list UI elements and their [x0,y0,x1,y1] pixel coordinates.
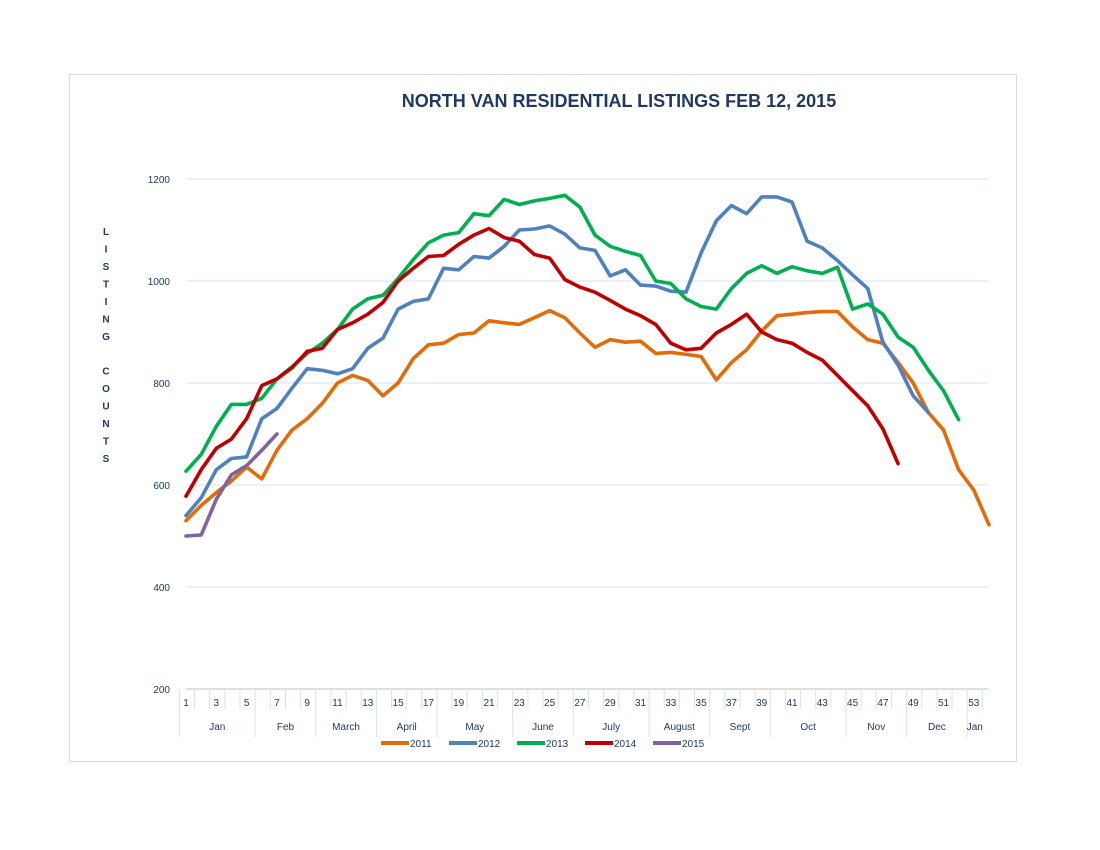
month-label: June [532,722,554,733]
y-axis-label-letter: C [102,367,109,378]
x-tick-label: 23 [514,698,526,709]
month-label: Jan [209,722,225,733]
y-axis-label-letter: S [103,262,110,273]
x-tick-label: 43 [817,698,829,709]
month-label: Dec [928,722,946,733]
x-tick-label: 3 [214,698,220,709]
y-tick-label: 600 [153,481,170,492]
chart-title: NORTH VAN RESIDENTIAL LISTINGS FEB 12, 2… [402,91,836,111]
y-tick-label: 400 [153,583,170,594]
legend-label-2015: 2015 [682,739,705,750]
y-axis-label-letter: T [103,280,109,291]
x-tick-label: 29 [605,698,617,709]
month-label: July [602,722,620,733]
month-label: March [332,722,360,733]
month-label: Feb [277,722,295,733]
series-line-2013 [184,193,961,474]
x-tick-label: 19 [453,698,465,709]
x-tick-label: 15 [393,698,405,709]
x-tick-label: 5 [244,698,250,709]
month-label: Sept [730,722,751,733]
x-tick-label: 45 [847,698,859,709]
month-label: Jan [967,722,983,733]
y-axis-label-letter: I [105,245,108,256]
y-tick-label: 800 [153,379,170,390]
y-tick-label: 1200 [148,175,171,186]
legend-label-2014: 2014 [614,739,637,750]
month-label: August [664,722,695,733]
x-tick-label: 21 [483,698,495,709]
month-label: May [465,722,484,733]
x-tick-label: 7 [274,698,280,709]
grid-lines [186,178,988,588]
x-tick-label: 37 [726,698,738,709]
y-axis-label-letter: O [102,384,110,395]
legend-label-2013: 2013 [546,739,569,750]
series-line-2014 [184,226,900,499]
y-axis-label-letter: L [103,227,109,238]
month-label: Nov [867,722,885,733]
y-axis-label-letter: N [102,315,109,326]
x-tick-label: 53 [968,698,980,709]
x-axis: 1 3 5 7 9 11 13 15 17 19 21 23 25 27 29 31 33 35 37 39 41 43 4… [178,688,988,737]
x-tick-label: 35 [696,698,708,709]
x-tick-label: 13 [362,698,374,709]
y-axis-label-letter: U [102,402,109,413]
y-tick-label: 200 [153,685,170,696]
x-tick-label: 1 [183,698,189,709]
y-tick-label: 1000 [148,277,171,288]
series-lines [184,193,991,538]
y-axis-label-letter: I [105,297,108,308]
month-label: April [397,722,417,733]
month-label: Oct [800,722,816,733]
legend-label-2012: 2012 [478,739,501,750]
line-chart: NORTH VAN RESIDENTIAL LISTINGS FEB 12, 2… [102,91,991,750]
y-axis-label-letter: G [102,332,110,343]
y-axis-label-letter: N [102,419,109,430]
x-tick-label: 25 [544,698,556,709]
x-tick-label: 27 [574,698,586,709]
x-tick-label: 39 [756,698,768,709]
x-tick-label: 11 [332,698,343,709]
series-line-2011 [184,308,991,527]
x-tick-label: 47 [877,698,889,709]
legend: 2011 2012 2013 2014 2015 [381,739,705,750]
series-line-2015 [184,432,279,538]
y-axis-label-letter: S [103,454,110,465]
chart-frame: NORTH VAN RESIDENTIAL LISTINGS FEB 12, 2… [69,74,1017,762]
x-tick-label: 41 [786,698,798,709]
legend-label-2011: 2011 [410,739,432,750]
y-axis: 200 400 600 800 1000 1200 [148,175,171,696]
x-tick-label: 33 [665,698,677,709]
series-line-2012 [184,195,931,518]
y-axis-label-letter: T [103,437,109,448]
x-tick-label: 51 [938,698,950,709]
x-tick-label: 9 [304,698,310,709]
x-tick-label: 49 [908,698,920,709]
x-tick-label: 17 [423,698,435,709]
x-tick-label: 31 [635,698,647,709]
